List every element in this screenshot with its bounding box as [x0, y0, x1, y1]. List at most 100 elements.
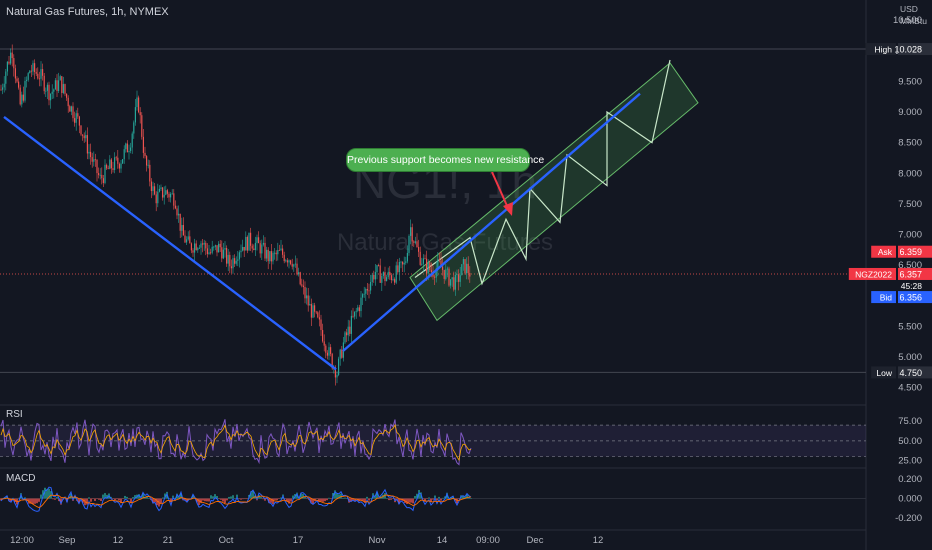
macd-histogram-bar: [42, 490, 44, 499]
candle-body: [128, 150, 130, 153]
candle-body: [274, 252, 276, 254]
candle-body: [446, 268, 448, 270]
candle-body: [18, 81, 20, 88]
candle-body: [59, 76, 61, 81]
candle-body: [434, 276, 436, 278]
candle-body: [77, 113, 79, 117]
candle-body: [357, 307, 359, 311]
time-axis[interactable]: 12:00 Sep 12 21 Oct 17 Nov 14 09:00 Dec 12: [10, 535, 603, 546]
countdown-value: 45:28: [901, 281, 923, 291]
candle-body: [242, 247, 244, 251]
macd-histogram-bar: [58, 498, 60, 502]
candle-body: [190, 243, 192, 251]
macd-histogram-bar: [148, 497, 150, 499]
candle-body: [30, 70, 32, 72]
macd-histogram-bar: [270, 498, 272, 503]
candle-body: [466, 263, 468, 274]
macd-histogram-bar: [412, 498, 414, 504]
macd-histogram-bar: [214, 494, 216, 499]
candle-body: [315, 311, 317, 313]
candle-body: [243, 247, 245, 251]
candle-body: [2, 87, 4, 90]
candle-body: [130, 147, 132, 151]
candle-body: [234, 258, 236, 264]
macd-histogram-bar: [318, 498, 320, 502]
macd-histogram-bar: [52, 498, 54, 500]
candle-body: [131, 133, 133, 148]
candle-body: [254, 242, 256, 251]
macd-histogram-bar: [466, 494, 468, 499]
macd-histogram-bar: [430, 498, 432, 502]
macd-histogram-bar: [264, 498, 266, 501]
candle-body: [406, 252, 408, 262]
macd-histogram-bar: [86, 498, 88, 505]
macd-histogram-bar: [250, 491, 252, 499]
candle-body: [317, 312, 319, 318]
candle-body: [149, 164, 151, 182]
macd-histogram-bar: [54, 498, 56, 500]
candle-body: [21, 94, 23, 105]
candle-body: [216, 245, 218, 253]
candle-body: [32, 63, 34, 72]
candle-body: [80, 125, 82, 135]
macd-histogram-bar: [10, 498, 12, 502]
macd-histogram-bar: [290, 498, 292, 502]
candle-body: [459, 275, 461, 282]
candle-body: [54, 80, 56, 90]
candle-body: [182, 225, 184, 236]
candle-body: [453, 277, 455, 290]
candle-body: [306, 295, 308, 299]
candle-body: [293, 264, 295, 267]
macd-histogram-bar: [212, 496, 214, 499]
macd-histogram-bar: [338, 494, 340, 499]
candle-body: [427, 262, 429, 274]
candle-body: [347, 326, 349, 336]
candle-body: [394, 279, 396, 283]
macd-histogram-bar: [438, 496, 440, 499]
candle-body: [101, 174, 103, 179]
candle-body: [62, 84, 64, 93]
time-tick-label: 17: [293, 535, 304, 546]
candle-body: [170, 193, 172, 198]
macd-histogram-bar: [306, 498, 308, 500]
macd-histogram-bar: [92, 498, 94, 500]
last-marker-value-box: [898, 267, 932, 280]
macd-histogram-bar: [354, 498, 356, 501]
candle-body: [267, 249, 269, 262]
macd-histogram-bar: [146, 495, 148, 499]
trendlines[interactable]: [3, 92, 641, 371]
macd-histogram-bar: [6, 496, 8, 499]
candle-body: [154, 186, 156, 195]
candle-body: [67, 97, 69, 107]
candle-body: [82, 134, 84, 136]
candle-body: [344, 332, 346, 343]
candle-body: [134, 107, 136, 123]
macd-tick-label: -0.200: [895, 513, 922, 524]
candle-body: [328, 347, 330, 356]
candle-body: [421, 263, 423, 265]
candle-body: [219, 243, 221, 248]
macd-histogram-bar: [184, 498, 186, 501]
candle-body: [88, 151, 90, 154]
candle-body: [43, 75, 45, 92]
candle-body: [419, 251, 421, 265]
candle-body: [282, 248, 284, 255]
macd-histogram-bar: [288, 498, 290, 504]
candle-body: [120, 163, 122, 169]
macd-histogram-bar: [96, 498, 98, 500]
candle-body: [408, 235, 410, 253]
macd-histogram-bar: [134, 495, 136, 499]
candle-body: [136, 97, 138, 108]
candle-body: [355, 310, 357, 312]
macd-histogram-bar: [276, 498, 278, 501]
candle-body: [301, 284, 303, 286]
candle-body: [168, 193, 170, 198]
candle-body: [402, 261, 404, 265]
annotation-callout[interactable]: Previous support becomes new resistance: [346, 148, 544, 172]
candle-body: [125, 143, 127, 150]
candle-body: [34, 63, 36, 73]
price-axis[interactable]: USDMMBtu10.50010.0009.5009.0008.5008.000…: [848, 4, 932, 524]
candle-body: [448, 268, 450, 286]
macd-histogram-bar: [444, 496, 446, 499]
